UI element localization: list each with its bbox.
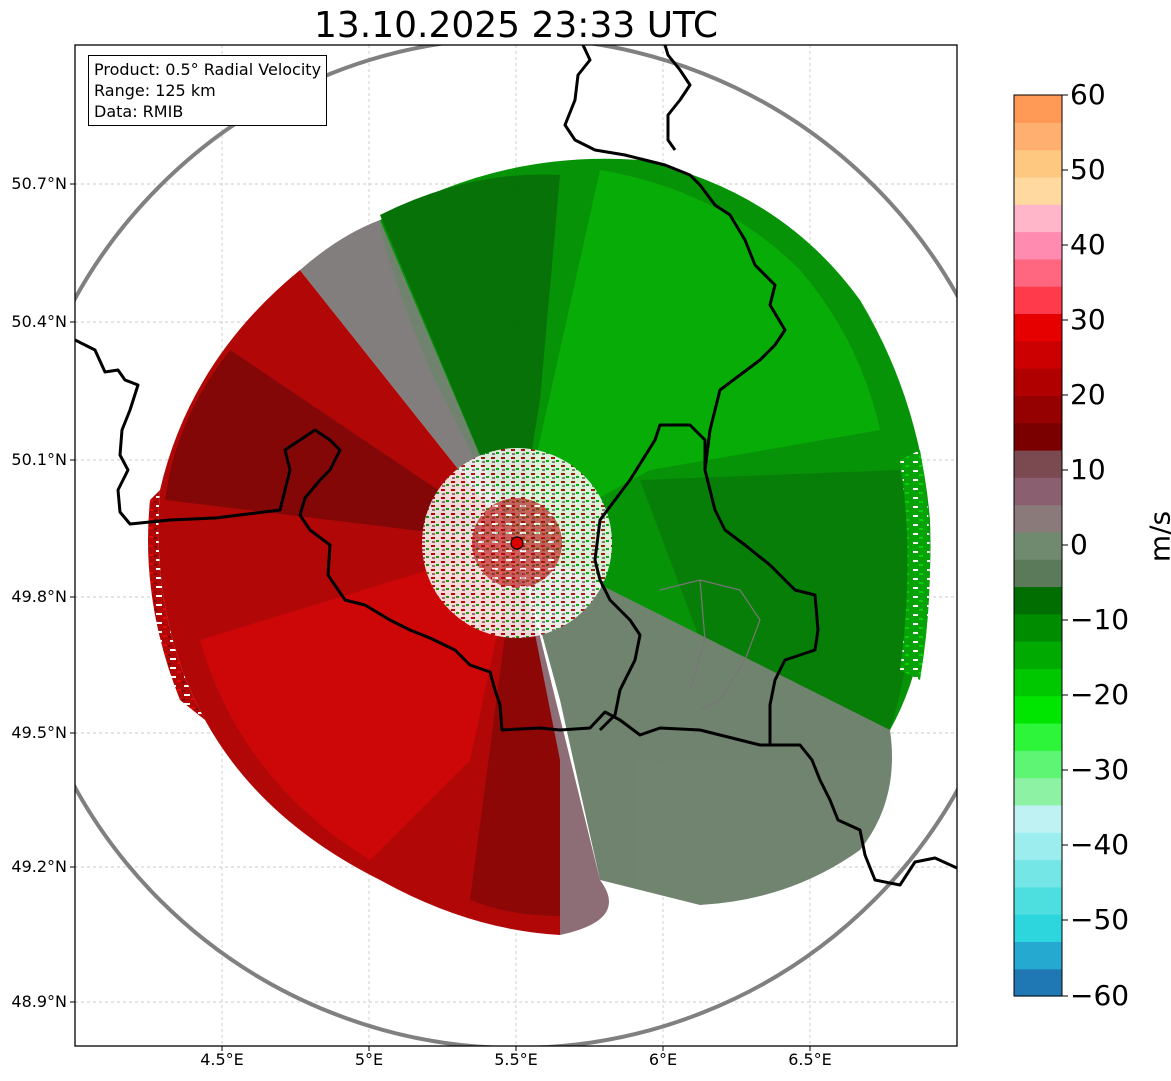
colorbar-segment xyxy=(1014,886,1062,915)
colorbar-segment xyxy=(1014,722,1062,751)
info-data: Data: RMIB xyxy=(94,102,184,121)
info-range: Range: 125 km xyxy=(94,81,216,100)
edge-speckle-east xyxy=(900,450,930,680)
colorbar-segment xyxy=(1014,477,1062,506)
colorbar-tick-label: 0 xyxy=(1070,528,1088,561)
colorbar-segment xyxy=(1014,422,1062,451)
colorbar-segment xyxy=(1014,941,1062,970)
colorbar-tick-label: −10 xyxy=(1070,603,1130,636)
colorbar-segment xyxy=(1014,531,1062,560)
colorbar-segment xyxy=(1014,122,1062,151)
lat-tick-label: 49.5°N xyxy=(11,723,67,742)
colorbar-segment xyxy=(1014,449,1062,478)
colorbar-segment xyxy=(1014,313,1062,342)
lat-tick-label: 49.2°N xyxy=(11,857,67,876)
colorbar-ticks xyxy=(1062,94,1068,997)
country-borders xyxy=(75,45,957,887)
info-product: Product: 0.5° Radial Velocity xyxy=(94,60,322,79)
colorbar-segment xyxy=(1014,286,1062,315)
colorbar-segment xyxy=(1014,149,1062,178)
colorbar-segment xyxy=(1014,668,1062,697)
colorbar-segment xyxy=(1014,368,1062,396)
colorbar-tick-label: −40 xyxy=(1070,828,1130,861)
zero-band-se xyxy=(517,543,892,905)
colorbar-segment xyxy=(1014,914,1062,942)
colorbar-segment xyxy=(1014,804,1062,833)
colorbar-tick-label: −60 xyxy=(1070,979,1130,1012)
zero-band-nw xyxy=(300,220,517,543)
colorbar-segment xyxy=(1014,695,1062,724)
approaching-dark-east xyxy=(640,470,913,730)
colorbar-segment xyxy=(1014,340,1062,369)
colorbar-tick-label: −30 xyxy=(1070,753,1130,786)
colorbar-tick-label: 60 xyxy=(1070,78,1106,111)
colorbar-segment xyxy=(1014,231,1062,260)
colorbar-segment xyxy=(1014,859,1062,888)
colorbar-segment xyxy=(1014,258,1062,287)
colorbar-tick-label: −20 xyxy=(1070,678,1130,711)
colorbar-segment xyxy=(1014,559,1062,588)
lon-tick-label: 6.5°E xyxy=(788,1050,832,1069)
colorbar-segment xyxy=(1014,176,1062,205)
colorbar-segment xyxy=(1014,204,1062,233)
colorbar-segment xyxy=(1014,504,1062,533)
colorbar-tick-label: 30 xyxy=(1070,303,1106,336)
colorbar-segment xyxy=(1014,641,1062,669)
lat-tick-label: 50.7°N xyxy=(11,174,67,193)
colorbar xyxy=(1014,95,1062,997)
tick-marks xyxy=(70,183,811,1051)
colorbar-segment xyxy=(1014,777,1062,806)
lat-tick-label: 49.8°N xyxy=(11,587,67,606)
info-box: Product: 0.5° Radial Velocity Range: 125… xyxy=(88,55,328,126)
receding-bright xyxy=(200,543,517,860)
colorbar-segment xyxy=(1014,395,1062,424)
colorbar-segment xyxy=(1014,95,1062,123)
admin-lines xyxy=(659,579,761,711)
lat-tick-label: 50.4°N xyxy=(11,312,67,331)
receding-dark-band xyxy=(165,350,517,543)
lon-tick-label: 5.5°E xyxy=(494,1050,538,1069)
colorbar-segment xyxy=(1014,613,1062,642)
edge-speckle-west xyxy=(148,490,205,720)
lon-tick-label: 4.5°E xyxy=(200,1050,244,1069)
radar-site-marker xyxy=(510,536,524,550)
colorbar-segment xyxy=(1014,750,1062,779)
colorbar-tick-label: 50 xyxy=(1070,153,1106,186)
lat-tick-label: 48.9°N xyxy=(11,992,67,1011)
colorbar-segment xyxy=(1014,832,1062,861)
map-title: 13.10.2025 23:33 UTC xyxy=(313,5,719,46)
approaching-bright xyxy=(517,170,880,543)
colorbar-label: m/s xyxy=(1143,510,1171,563)
colorbar-segment xyxy=(1014,968,1062,997)
lon-tick-label: 6°E xyxy=(648,1050,678,1069)
colorbar-segment xyxy=(1014,586,1062,615)
zero-band-s-pink xyxy=(517,543,609,935)
lon-tick-label: 5°E xyxy=(354,1050,384,1069)
lat-tick-label: 50.1°N xyxy=(11,450,67,469)
colorbar-tick-label: 20 xyxy=(1070,378,1106,411)
colorbar-tick-label: −50 xyxy=(1070,903,1130,936)
colorbar-tick-label: 10 xyxy=(1070,453,1106,486)
colorbar-tick-label: 40 xyxy=(1070,228,1106,261)
